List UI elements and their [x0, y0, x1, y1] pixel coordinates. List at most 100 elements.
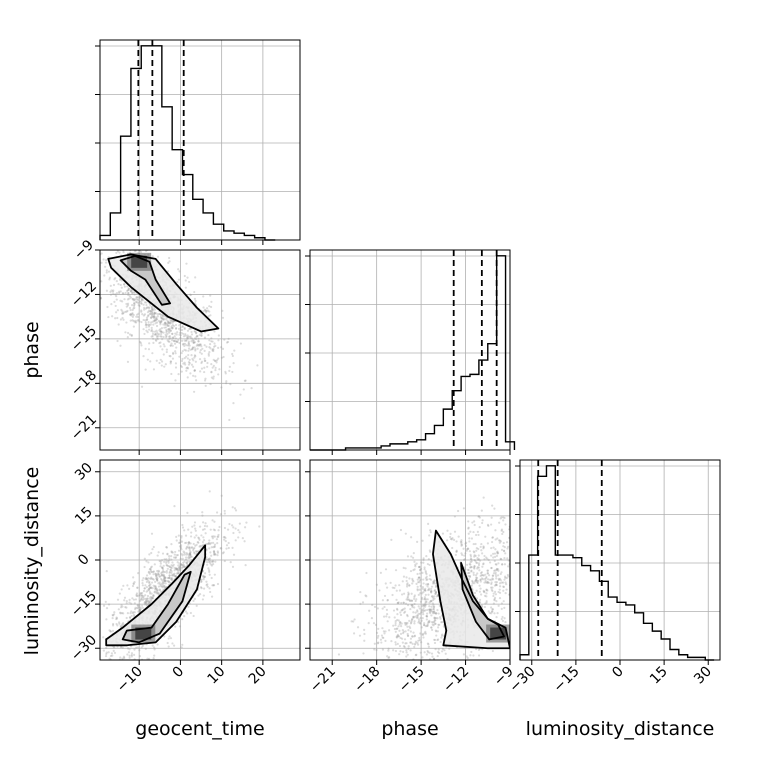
- sample-point: [139, 607, 142, 610]
- sample-point: [384, 568, 388, 571]
- sample-point: [105, 669, 107, 671]
- sample-point: [162, 577, 166, 581]
- sample-point: [126, 289, 129, 293]
- sample-point: [149, 567, 152, 571]
- sample-point: [148, 592, 152, 595]
- sample-point: [99, 665, 101, 667]
- sample-point: [111, 247, 113, 249]
- sample-point: [396, 613, 399, 616]
- sample-point: [151, 352, 154, 355]
- sample-point: [489, 561, 492, 564]
- sample-point: [438, 615, 442, 619]
- sample-point: [440, 621, 443, 624]
- sample-point: [485, 577, 488, 580]
- sample-point: [205, 309, 208, 312]
- sample-point: [194, 348, 197, 351]
- sample-point: [372, 622, 376, 625]
- sample-point: [145, 671, 147, 673]
- sample-point: [211, 537, 214, 540]
- sample-point: [127, 291, 130, 295]
- sample-point: [174, 625, 177, 628]
- sample-point: [116, 250, 119, 253]
- sample-point: [154, 572, 157, 575]
- sample-point: [175, 326, 178, 330]
- sample-point: [479, 587, 482, 590]
- sample-point: [139, 608, 142, 611]
- sample-point: [205, 310, 208, 313]
- sample-point: [407, 592, 410, 595]
- sample-point: [165, 350, 168, 354]
- sample-point: [521, 575, 523, 577]
- sample-point: [498, 541, 501, 544]
- sample-point: [153, 319, 156, 322]
- sample-point: [136, 296, 140, 299]
- sample-point: [484, 579, 487, 582]
- sample-point: [549, 495, 551, 497]
- sample-point: [406, 621, 409, 625]
- sample-point: [406, 613, 409, 617]
- sample-point: [157, 551, 160, 554]
- histogram-phase: [305, 249, 516, 455]
- sample-point: [437, 623, 440, 626]
- sample-point: [145, 599, 148, 602]
- sample-point: [185, 546, 188, 549]
- sample-point: [174, 352, 177, 355]
- sample-point: [423, 566, 426, 569]
- sample-point: [219, 513, 223, 516]
- sample-point: [213, 552, 216, 555]
- sample-point: [513, 627, 515, 629]
- sample-point: [162, 579, 165, 582]
- sample-point: [147, 328, 151, 331]
- sample-point: [181, 618, 184, 621]
- sample-point: [162, 570, 165, 573]
- panels: −30 −15 0 15 30−21−18−15−12−9−10 0 10 20−30−150…: [68, 39, 721, 701]
- sample-point: [494, 590, 497, 594]
- sample-point: [507, 565, 510, 568]
- sample-point: [353, 699, 355, 701]
- sample-point: [422, 582, 425, 585]
- sample-point: [159, 358, 162, 361]
- sample-point: [123, 660, 125, 662]
- sample-point: [469, 654, 472, 657]
- sample-point: [107, 651, 110, 654]
- sample-point: [161, 579, 164, 582]
- sample-point: [165, 560, 168, 563]
- sample-point: [497, 569, 500, 572]
- sample-point: [207, 558, 210, 561]
- sample-point: [145, 303, 148, 307]
- sample-point: [133, 293, 136, 296]
- sample-point: [177, 569, 180, 573]
- sample-point: [117, 290, 121, 293]
- sample-point: [417, 621, 420, 624]
- sample-point: [207, 567, 210, 570]
- sample-point: [178, 625, 182, 628]
- sample-point: [136, 594, 139, 598]
- sample-point: [197, 537, 201, 540]
- sample-point: [156, 573, 159, 577]
- sample-point: [197, 344, 200, 347]
- sample-point: [196, 347, 199, 350]
- sample-point: [479, 580, 482, 583]
- x-tick-label: 30: [691, 664, 715, 688]
- sample-point: [244, 564, 247, 567]
- sample-point: [504, 620, 507, 624]
- sample-point: [399, 528, 403, 532]
- sample-point: [133, 302, 136, 305]
- sample-point: [167, 328, 170, 331]
- sample-point: [405, 665, 407, 667]
- sample-point: [174, 362, 178, 365]
- sample-point: [472, 654, 475, 657]
- sample-point: [429, 600, 432, 603]
- sample-point: [467, 578, 471, 581]
- sample-point: [124, 331, 127, 334]
- sample-point: [97, 659, 99, 661]
- sample-point: [105, 646, 108, 649]
- sample-point: [426, 612, 429, 615]
- sample-point: [165, 569, 168, 573]
- sample-point: [169, 568, 172, 572]
- sample-point: [183, 361, 186, 364]
- sample-point: [156, 554, 159, 557]
- sample-point: [168, 565, 171, 568]
- sample-point: [154, 332, 157, 336]
- sample-point: [119, 318, 123, 321]
